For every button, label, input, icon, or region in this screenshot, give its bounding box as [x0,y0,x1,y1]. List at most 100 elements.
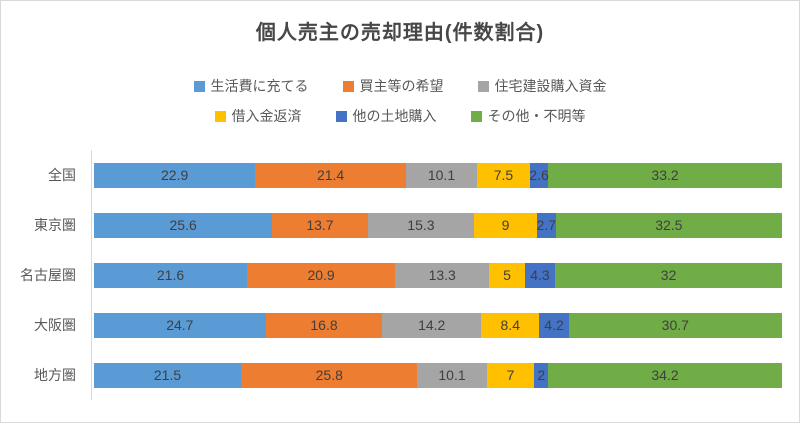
legend-row-2: 借入金返済 他の土地購入 その他・不明等 [1,101,799,131]
legend-label: 買主等の希望 [359,78,444,94]
bar-value-label: 4.2 [544,317,564,333]
bar-value-label: 32 [660,267,677,283]
bar-segment: 25.6 [94,212,273,238]
bar-segment: 24.7 [94,312,266,338]
bar-segment: 7.5 [477,162,530,188]
category-label: 大阪圏 [34,317,76,333]
legend-swatch-icon [477,80,489,92]
bar-segment: 32 [555,262,782,288]
bar-segment: 16.8 [265,312,383,338]
bar-segment: 10.1 [405,162,478,188]
bar-segment: 4.3 [524,262,556,288]
bar-segment: 9 [474,212,537,238]
bar-value-label: 2 [537,367,546,383]
bar-segment: 10.1 [417,362,487,388]
bar-value-label: 2.6 [529,167,549,183]
bar-segment: 2.7 [536,212,556,238]
bar-value-label: 7.5 [493,167,514,183]
legend-swatch-icon [335,110,347,122]
bar-row: 名古屋圏 21.6 20.9 13.3 5 4.3 32 [1,250,799,300]
bar-rows: 全国 22.9 21.4 10.1 7.5 2.6 33.2 東京圏 25.6 13.7 15.3 9… [1,150,799,400]
bar-track: 24.7 16.8 14.2 8.4 4.2 30.7 [91,312,782,338]
legend-item: 生活費に充てる [193,76,309,96]
legend-label: 借入金返済 [231,108,302,124]
chart-container: 個人売主の売却理由(件数割合) 生活費に充てる 買主等の希望 住宅建設購入資金 借入… [1,16,799,437]
bar-value-label: 25.6 [169,217,197,233]
bar-row: 大阪圏 24.7 16.8 14.2 8.4 4.2 30.7 [1,300,799,350]
bar-value-label: 25.8 [315,367,343,383]
bar-value-label: 10.1 [438,367,466,383]
bar-segment: 22.9 [94,162,256,188]
legend-item: 住宅建設購入資金 [477,76,607,96]
bar-segment: 33.2 [548,162,782,188]
bar-segment: 14.2 [382,312,482,338]
bar-track: 25.6 13.7 15.3 9 2.7 32.5 [91,212,782,238]
legend-row-1: 生活費に充てる 買主等の希望 住宅建設購入資金 [1,71,799,101]
legend-item: その他・不明等 [470,106,586,126]
category-label: 東京圏 [34,217,76,233]
category-axis-line [91,150,92,400]
legend-item: 借入金返済 [214,106,302,126]
bar-value-label: 22.9 [161,167,189,183]
bar-row: 全国 22.9 21.4 10.1 7.5 2.6 33.2 [1,150,799,200]
bar-segment: 25.8 [241,362,418,388]
bar-segment: 8.4 [481,312,540,338]
category-label: 地方圏 [34,367,76,383]
bar-value-label: 32.5 [655,217,683,233]
bar-value-label: 4.3 [530,267,550,283]
legend-item: 買主等の希望 [342,76,444,96]
bar-value-label: 10.1 [427,167,456,183]
bar-segment: 5 [489,262,525,288]
bar-value-label: 13.7 [306,217,334,233]
bar-segment: 13.7 [272,212,368,238]
bar-value-label: 7 [506,367,515,383]
chart-title: 個人売主の売却理由(件数割合) [255,22,545,44]
legend-swatch-icon [342,80,354,92]
bar-value-label: 2.7 [536,217,556,233]
bar-value-label: 14.2 [418,317,446,333]
category-label: 全国 [48,167,76,183]
bar-value-label: 20.9 [307,267,335,283]
bar-value-label: 30.7 [661,317,689,333]
legend-swatch-icon [470,110,482,122]
legend: 生活費に充てる 買主等の希望 住宅建設購入資金 借入金返済 他の土地購入 その他・不明等 [1,71,799,131]
bar-row: 東京圏 25.6 13.7 15.3 9 2.7 32.5 [1,200,799,250]
legend-swatch-icon [214,110,226,122]
legend-label: その他・不明等 [487,108,586,124]
bar-value-label: 9 [501,217,510,233]
category-label: 名古屋圏 [20,267,76,283]
bar-track: 21.6 20.9 13.3 5 4.3 32 [91,262,782,288]
bar-value-label: 13.3 [428,267,456,283]
bar-segment: 15.3 [367,212,475,238]
bar-segment: 21.5 [94,362,242,388]
bar-value-label: 21.5 [153,367,182,383]
bar-segment: 32.5 [555,212,782,238]
bar-value-label: 21.6 [156,267,185,283]
legend-label: 住宅建設購入資金 [494,78,607,94]
bar-segment: 30.7 [568,312,782,338]
bar-track: 22.9 21.4 10.1 7.5 2.6 33.2 [91,162,782,188]
bar-segment: 20.9 [247,262,396,288]
bar-value-label: 5 [503,267,511,283]
bar-segment: 21.4 [255,162,406,188]
legend-label: 他の土地購入 [352,108,437,124]
bar-segment: 2.6 [529,162,549,188]
bar-track: 21.5 25.8 10.1 7 2 34.2 [91,362,782,388]
plot-area: 全国 22.9 21.4 10.1 7.5 2.6 33.2 東京圏 25.6 13.7 15.3 9… [1,150,799,400]
bar-segment: 13.3 [395,262,490,288]
legend-label: 生活費に充てる [210,78,309,94]
legend-item: 他の土地購入 [335,106,437,126]
bar-value-label: 15.3 [407,217,435,233]
bar-segment: 4.2 [539,312,569,338]
bar-value-label: 8.4 [500,317,520,333]
bar-value-label: 24.7 [166,317,194,333]
bar-segment: 21.6 [94,262,248,288]
bar-value-label: 33.2 [651,167,679,183]
bar-value-label: 34.2 [651,367,679,383]
bar-value-label: 16.8 [310,317,338,333]
bar-row: 地方圏 21.5 25.8 10.1 7 2 34.2 [1,350,799,400]
legend-swatch-icon [193,80,205,92]
bar-segment: 7 [486,362,535,388]
bar-value-label: 21.4 [316,167,345,183]
bar-segment: 34.2 [548,362,782,388]
